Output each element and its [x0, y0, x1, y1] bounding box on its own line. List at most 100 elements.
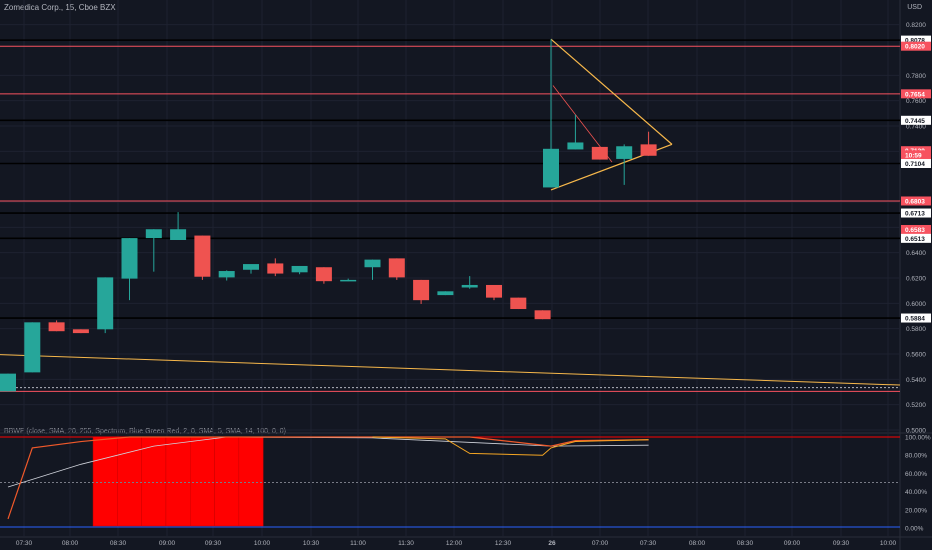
- candle-body: [97, 277, 114, 330]
- candle-body: [170, 229, 187, 240]
- candle-body: [567, 142, 584, 150]
- indicator-label: BBWP (close, SMA, 20, 255, Spectrum, Blu…: [4, 428, 286, 435]
- time-tick-label: 11:30: [398, 540, 414, 547]
- price-label-box: [901, 89, 931, 99]
- candle-body: [24, 322, 41, 373]
- time-tick-label: 09:30: [205, 540, 222, 547]
- price-label-text: 0.6583: [905, 227, 925, 234]
- candle-body: [486, 284, 502, 298]
- price-label-text: 0.6713: [905, 211, 925, 218]
- bbwp-bar: [141, 436, 167, 527]
- bbwp-tick-label: 80.00%: [905, 453, 927, 460]
- time-tick-label: 07:30: [640, 540, 657, 547]
- price-tick-label: 0.6000: [906, 301, 926, 308]
- price-tick-label: 0.6200: [906, 276, 926, 283]
- price-label-box: [901, 115, 931, 125]
- bbwp-tick-label: 40.00%: [905, 489, 927, 496]
- time-tick-label: 08:00: [62, 540, 79, 547]
- candle-body: [461, 284, 478, 288]
- bbwp-tick-label: 60.00%: [905, 471, 927, 478]
- candle-body: [0, 373, 16, 392]
- candle-body: [388, 258, 405, 278]
- bbwp-tick-label: 100.00%: [905, 435, 931, 442]
- chart-title: Zomedica Corp., 15, Cboe BZX: [4, 3, 116, 12]
- time-tick-label: 10:00: [880, 540, 897, 547]
- price-label-box: [901, 196, 931, 206]
- bbwp-tick-label: 0.00%: [905, 526, 924, 533]
- price-tick-label: 0.5000: [906, 428, 926, 435]
- bbwp-bar: [165, 436, 191, 527]
- price-label-box: [901, 150, 931, 160]
- bbwp-bar: [238, 436, 264, 527]
- price-tick-label: 0.7600: [906, 98, 926, 105]
- time-tick-label: 07:00: [592, 540, 609, 547]
- time-tick-label: 09:00: [159, 540, 176, 547]
- price-label-text: 0.5884: [905, 316, 925, 323]
- price-label-box: [901, 158, 931, 168]
- price-label-text: 0.8078: [905, 38, 925, 45]
- price-label-text: 0.7445: [905, 118, 925, 125]
- candle-body: [534, 310, 551, 320]
- bbwp-tick-label: 20.00%: [905, 507, 927, 514]
- price-label-box: [901, 313, 931, 323]
- time-tick-label: 26: [548, 540, 556, 547]
- time-tick-label: 12:00: [446, 540, 463, 547]
- candle-body: [145, 229, 162, 239]
- price-label-box: [901, 35, 931, 45]
- candle-body: [437, 291, 454, 296]
- price-label-text: 0.7654: [905, 91, 925, 98]
- bbwp-bar: [190, 436, 215, 527]
- price-tick-label: 0.7400: [906, 124, 926, 131]
- trendline: [0, 354, 901, 386]
- candle-body: [121, 238, 138, 279]
- price-label-text: 0.6513: [905, 236, 925, 243]
- candle-body: [543, 148, 559, 188]
- price-label-box: [901, 41, 931, 51]
- bbwp-bar: [92, 436, 118, 527]
- candle-body: [48, 322, 65, 332]
- candle-body: [364, 259, 381, 268]
- time-tick-label: 11:00: [350, 540, 366, 547]
- candle-body: [267, 263, 284, 274]
- price-tick-label: 0.7800: [906, 73, 926, 80]
- price-tick-label: 0.5400: [906, 377, 926, 384]
- price-tick-label: 0.5600: [906, 352, 926, 359]
- candle-body: [413, 279, 430, 301]
- currency-label: USD: [907, 4, 922, 11]
- time-tick-label: 12:30: [495, 540, 512, 547]
- time-tick-label: 08:30: [737, 540, 754, 547]
- candle-body: [640, 144, 657, 156]
- price-tick-label: 0.5800: [906, 326, 926, 333]
- price-label-text: 0.8020: [905, 44, 925, 51]
- candle-body: [243, 264, 259, 270]
- time-tick-label: 09:00: [784, 540, 801, 547]
- time-tick-label: 10:00: [254, 540, 271, 547]
- price-tick-label: 0.5200: [906, 402, 926, 409]
- price-tick-label: 0.6400: [906, 250, 926, 257]
- triangle-upper-line: [550, 38, 673, 145]
- candle-body: [510, 297, 527, 310]
- candle-body: [218, 271, 235, 278]
- time-tick-label: 08:30: [110, 540, 127, 547]
- price-label-box: [901, 208, 931, 218]
- price-label-box: [901, 224, 931, 234]
- candle-body: [315, 267, 332, 282]
- price-tick-label: 0.8200: [906, 22, 926, 29]
- price-label-text: 0.7104: [905, 161, 925, 168]
- price-label-text: 0.6803: [905, 198, 925, 205]
- price-label-text: 10:59: [905, 152, 922, 159]
- price-label-box: [901, 233, 931, 243]
- bbwp-orange-line: [372, 436, 649, 456]
- time-tick-label: 09:30: [833, 540, 850, 547]
- candle-body: [194, 235, 211, 277]
- candle-body: [72, 329, 89, 334]
- candle-body: [616, 146, 633, 159]
- time-tick-label: 08:00: [689, 540, 706, 547]
- bbwp-line: [7, 436, 649, 520]
- candle-body: [291, 265, 308, 273]
- bbwp-bar: [214, 436, 240, 527]
- candle-body: [340, 279, 357, 282]
- candle-body: [591, 146, 608, 160]
- time-tick-label: 07:30: [16, 540, 33, 547]
